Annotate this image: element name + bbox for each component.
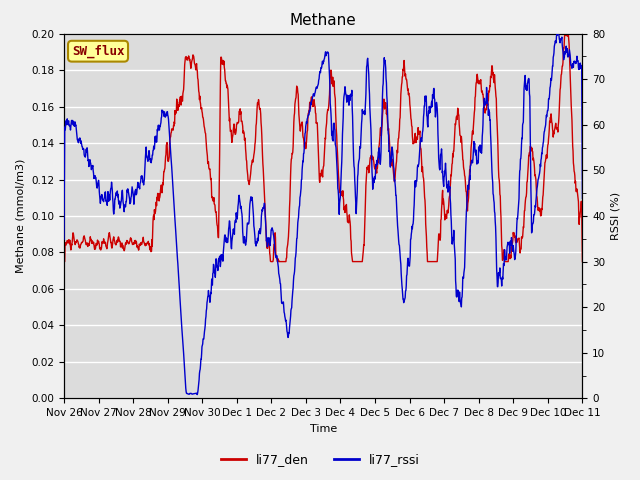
Y-axis label: Methane (mmol/m3): Methane (mmol/m3)	[15, 159, 26, 273]
Y-axis label: RSSI (%): RSSI (%)	[611, 192, 621, 240]
Text: SW_flux: SW_flux	[72, 45, 124, 58]
Title: Methane: Methane	[290, 13, 356, 28]
Legend: li77_den, li77_rssi: li77_den, li77_rssi	[216, 448, 424, 471]
X-axis label: Time: Time	[310, 424, 337, 433]
